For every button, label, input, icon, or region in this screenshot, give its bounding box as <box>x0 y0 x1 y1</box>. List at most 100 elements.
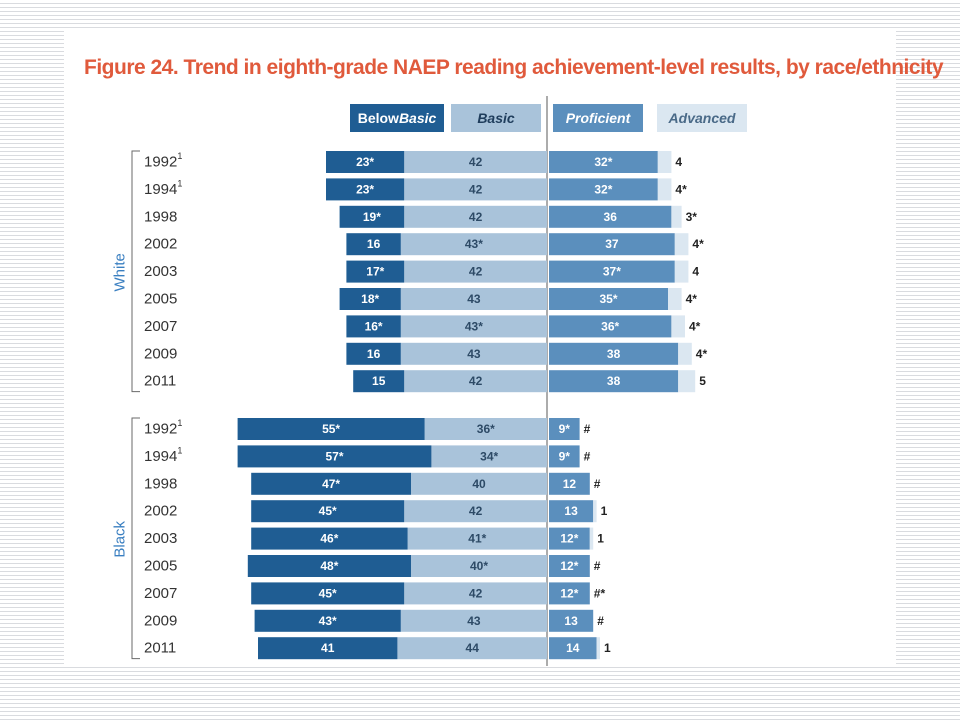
legend-advanced: Advanced <box>657 104 747 132</box>
figure-title-text: Trend in eighth-grade NAEP reading achie… <box>183 56 944 79</box>
label-below-basic: 23* <box>356 155 374 169</box>
label-basic: 42 <box>469 504 483 518</box>
bar-proficient <box>549 555 590 577</box>
bar-basic <box>400 609 547 632</box>
year-label: 2003 <box>144 530 177 547</box>
label-advanced: # <box>584 422 591 436</box>
bar-proficient <box>549 370 679 393</box>
label-advanced: # <box>597 614 604 628</box>
year-label: 2009 <box>144 612 177 629</box>
bar-below-basic <box>237 418 425 440</box>
label-basic: 34* <box>480 449 498 463</box>
bar-proficient <box>549 151 658 173</box>
slide: Figure 24. Trend in eighth-grade NAEP re… <box>64 30 944 666</box>
legend-below-basic: Below Basic <box>350 104 444 132</box>
bar-basic <box>404 205 547 228</box>
label-advanced: #* <box>594 586 606 600</box>
bar-basic <box>407 527 547 550</box>
year-label: 19941 <box>144 178 182 198</box>
label-advanced: 1 <box>604 641 611 655</box>
legend-below-basic-plain: Below <box>357 110 399 126</box>
bar-proficient <box>549 582 590 605</box>
label-advanced: 1 <box>601 504 608 518</box>
bar-proficient <box>549 472 590 495</box>
bar-proficient <box>549 418 580 440</box>
label-below-basic: 55* <box>322 422 340 436</box>
bar-below-basic <box>237 445 432 468</box>
year-label: 1998 <box>144 475 177 492</box>
bar-proficient <box>549 315 672 338</box>
label-below-basic: 16* <box>365 319 383 333</box>
bar-basic <box>404 370 547 393</box>
label-below-basic: 45* <box>319 586 337 600</box>
group-bracket <box>131 150 140 393</box>
label-below-basic: 43* <box>319 614 337 628</box>
bar-below-basic <box>254 609 401 632</box>
label-advanced: 5 <box>699 374 706 388</box>
year-label: 1998 <box>144 208 177 225</box>
label-proficient: 14 <box>566 641 580 655</box>
label-below-basic: 15 <box>372 374 386 388</box>
year-label: 2005 <box>144 291 177 308</box>
bar-basic <box>431 445 547 468</box>
label-advanced: # <box>594 559 601 573</box>
bar-basic <box>400 288 547 310</box>
label-below-basic: 48* <box>320 559 338 573</box>
bar-below-basic <box>258 637 398 660</box>
bar-below-basic <box>353 370 405 393</box>
year-footnote-marker: 1 <box>177 178 182 188</box>
label-basic: 43 <box>467 292 481 306</box>
label-below-basic: 57* <box>325 449 343 463</box>
group-bracket <box>131 417 140 660</box>
year-label: 19941 <box>144 445 182 465</box>
label-basic: 42 <box>469 182 483 196</box>
bar-advanced <box>674 233 689 256</box>
bar-below-basic <box>247 555 411 577</box>
bar-below-basic <box>251 527 408 550</box>
label-basic: 43 <box>467 347 481 361</box>
bar-proficient <box>549 260 675 283</box>
bar-proficient <box>549 609 594 632</box>
label-basic: 42 <box>469 210 483 224</box>
label-below-basic: 16 <box>367 347 381 361</box>
bar-basic <box>404 178 547 201</box>
label-proficient: 13 <box>564 504 578 518</box>
label-below-basic: 41 <box>321 641 335 655</box>
bar-advanced <box>593 500 597 523</box>
year-label: 2002 <box>144 236 177 253</box>
label-basic: 36* <box>477 422 495 436</box>
bar-advanced <box>657 151 672 173</box>
label-advanced: # <box>594 477 601 491</box>
figure-title: Figure 24. Trend in eighth-grade NAEP re… <box>84 56 944 80</box>
bar-proficient <box>549 445 580 468</box>
legend-below-basic-italic: Basic <box>398 110 437 126</box>
label-below-basic: 23* <box>356 182 374 196</box>
label-below-basic: 17* <box>366 265 384 279</box>
figure-number: Figure 24. <box>84 56 179 79</box>
bar-advanced <box>678 342 692 365</box>
bar-proficient <box>549 637 597 660</box>
bar-below-basic <box>339 288 401 310</box>
label-basic: 43* <box>465 319 483 333</box>
label-proficient: 12* <box>560 559 578 573</box>
bar-proficient <box>549 233 675 256</box>
label-proficient: 36* <box>601 319 619 333</box>
legend-basic: Basic <box>451 104 541 132</box>
label-proficient: 12* <box>560 532 578 546</box>
label-basic: 43 <box>467 614 481 628</box>
label-proficient: 32* <box>594 155 612 169</box>
label-proficient: 35* <box>599 292 617 306</box>
bar-basic <box>404 260 547 283</box>
year-label: 2005 <box>144 558 177 575</box>
bar-basic <box>411 472 547 495</box>
bar-below-basic <box>346 233 401 256</box>
label-basic: 42 <box>469 374 483 388</box>
bar-below-basic <box>346 260 405 283</box>
bar-below-basic <box>326 178 405 201</box>
label-advanced: # <box>584 449 591 463</box>
bar-below-basic <box>251 582 405 605</box>
bar-proficient <box>549 205 672 228</box>
year-label: 2009 <box>144 345 177 362</box>
label-basic: 42 <box>469 586 483 600</box>
